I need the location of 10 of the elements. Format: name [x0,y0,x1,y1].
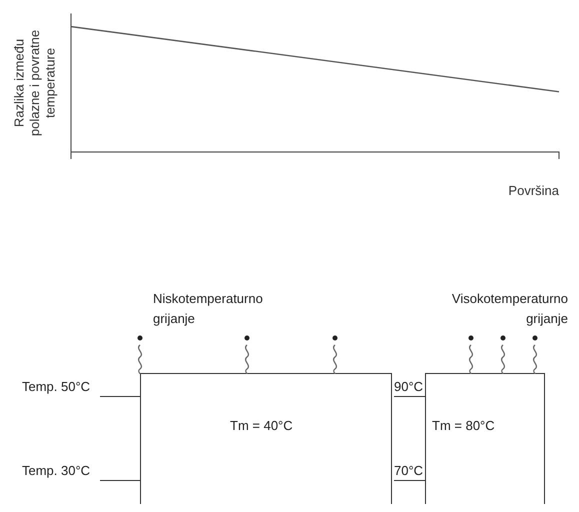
text: Temp. 50°C [22,379,90,394]
text: Temp. 30°C [22,463,90,478]
text: 90°C [394,379,424,394]
text: Visokotemperaturno grijanje [450,290,568,328]
text: Tm = 40°C [230,418,293,433]
text: 70°C [394,463,424,478]
text: Tm = 80°C [432,418,495,433]
text: Niskotemperaturno grijanje [153,290,264,328]
x-axis-title: Površina [508,182,560,198]
y-axis-title: Razlika između polazne i povratne temperature [11,30,58,136]
